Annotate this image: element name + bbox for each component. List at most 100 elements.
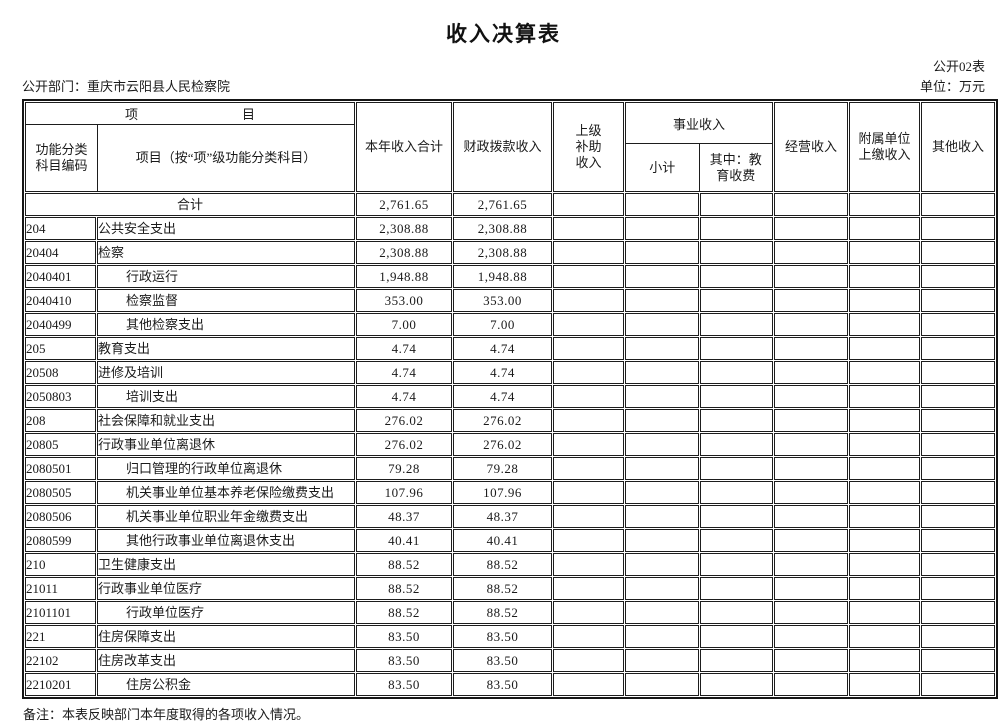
fiscal-cell: 276.02 <box>453 409 553 432</box>
project-cell: 行政运行 <box>97 265 356 288</box>
total-cell: 353.00 <box>356 289 453 312</box>
project-cell: 机关事业单位职业年金缴费支出 <box>97 505 356 528</box>
other-cell <box>921 217 996 240</box>
department-label: 公开部门：重庆市云阳县人民检察院 <box>22 79 231 94</box>
project-cell: 行政单位医疗 <box>97 601 356 624</box>
other-cell <box>921 193 996 216</box>
business_subtotal-cell <box>625 241 700 264</box>
project-cell: 住房公积金 <box>97 673 356 696</box>
business_subtotal-cell <box>625 265 700 288</box>
table-row: 2080501 归口管理的行政单位离退休 79.28 79.28 <box>25 457 996 480</box>
affiliated-cell <box>849 457 921 480</box>
code-cell: 2080505 <box>25 481 96 504</box>
table-row: 2040410 检察监督 353.00 353.00 <box>25 289 996 312</box>
project-cell: 归口管理的行政单位离退休 <box>97 457 356 480</box>
table-row: 2080505 机关事业单位基本养老保险缴费支出 107.96 107.96 <box>25 481 996 504</box>
table-row: 2080599 其他行政事业单位离退休支出 40.41 40.41 <box>25 529 996 552</box>
affiliated-cell <box>849 625 921 648</box>
operating-cell <box>774 505 849 528</box>
operating-cell <box>774 217 849 240</box>
table-row: 20404 检察 2,308.88 2,308.88 <box>25 241 996 264</box>
table-row: 208 社会保障和就业支出 276.02 276.02 <box>25 409 996 432</box>
edu_fee-cell <box>700 505 774 528</box>
business_subtotal-cell <box>625 481 700 504</box>
superior-cell <box>553 529 625 552</box>
header-col-project: 项目（按“项”级功能分类科目） <box>135 150 317 165</box>
other-cell <box>921 433 996 456</box>
business_subtotal-cell <box>625 601 700 624</box>
unit-label: 单位：万元 <box>919 79 985 94</box>
business_subtotal-cell <box>625 553 700 576</box>
business_subtotal-cell <box>625 337 700 360</box>
other-cell <box>921 337 996 360</box>
edu_fee-cell <box>700 241 774 264</box>
code-cell: 2080501 <box>25 457 96 480</box>
code-cell: 22102 <box>25 649 96 672</box>
total-row-label: 合计 <box>25 193 356 216</box>
project-cell: 检察监督 <box>97 289 356 312</box>
business_subtotal-cell <box>625 457 700 480</box>
superior-cell <box>553 217 625 240</box>
operating-cell <box>774 481 849 504</box>
table-body: 合计 2,761.65 2,761.65 204 公共安全支出 2,308.88 2,308… <box>25 193 996 696</box>
project-cell: 其他检察支出 <box>97 313 356 336</box>
operating-cell <box>774 193 849 216</box>
other-cell <box>921 385 996 408</box>
header-col-superior: 上级补助收入 <box>553 102 625 192</box>
code-cell: 210 <box>25 553 96 576</box>
fiscal-cell: 83.50 <box>453 673 553 696</box>
fiscal-cell: 88.52 <box>453 601 553 624</box>
superior-cell <box>553 505 625 528</box>
total-cell: 79.28 <box>356 457 453 480</box>
code-cell: 2101101 <box>25 601 96 624</box>
total-cell: 276.02 <box>356 409 453 432</box>
operating-cell <box>774 361 849 384</box>
table-row: 204 公共安全支出 2,308.88 2,308.88 <box>25 217 996 240</box>
table-row: 2210201 住房公积金 83.50 83.50 <box>25 673 996 696</box>
code-cell: 20404 <box>25 241 96 264</box>
other-cell <box>921 409 996 432</box>
affiliated-cell <box>849 553 921 576</box>
header-col-subtotal: 小计 <box>626 144 700 191</box>
table-row: 2050803 培训支出 4.74 4.74 <box>25 385 996 408</box>
other-cell <box>921 649 996 672</box>
operating-cell <box>774 433 849 456</box>
header-project-group-label: 项 目 <box>26 103 355 125</box>
edu_fee-cell <box>700 625 774 648</box>
operating-cell <box>774 577 849 600</box>
edu_fee-cell <box>700 193 774 216</box>
edu_fee-cell <box>700 313 774 336</box>
affiliated-cell <box>849 193 921 216</box>
operating-cell <box>774 601 849 624</box>
business_subtotal-cell <box>625 361 700 384</box>
superior-cell <box>553 433 625 456</box>
table-row: 210 卫生健康支出 88.52 88.52 <box>25 553 996 576</box>
project-cell: 行政事业单位离退休 <box>97 433 356 456</box>
fiscal-cell: 107.96 <box>453 481 553 504</box>
operating-cell <box>774 457 849 480</box>
edu_fee-cell <box>700 385 774 408</box>
superior-cell <box>553 649 625 672</box>
project-cell: 行政事业单位医疗 <box>97 577 356 600</box>
superior-cell <box>553 553 625 576</box>
edu_fee-cell <box>700 457 774 480</box>
table-row: 2080506 机关事业单位职业年金缴费支出 48.37 48.37 <box>25 505 996 528</box>
superior-cell <box>553 481 625 504</box>
code-cell: 2040401 <box>25 265 96 288</box>
total-cell: 276.02 <box>356 433 453 456</box>
fiscal-cell: 353.00 <box>453 289 553 312</box>
business_subtotal-cell <box>625 433 700 456</box>
code-cell: 2050803 <box>25 385 96 408</box>
table-row: 2101101 行政单位医疗 88.52 88.52 <box>25 601 996 624</box>
table-row: 21011 行政事业单位医疗 88.52 88.52 <box>25 577 996 600</box>
table-row: 221 住房保障支出 83.50 83.50 <box>25 625 996 648</box>
affiliated-cell <box>849 529 921 552</box>
superior-cell <box>553 577 625 600</box>
other-cell <box>921 481 996 504</box>
operating-cell <box>774 265 849 288</box>
operating-cell <box>774 385 849 408</box>
edu_fee-cell <box>700 577 774 600</box>
superior-cell <box>553 241 625 264</box>
header-business-group-label: 事业收入 <box>626 103 773 144</box>
affiliated-cell <box>849 649 921 672</box>
